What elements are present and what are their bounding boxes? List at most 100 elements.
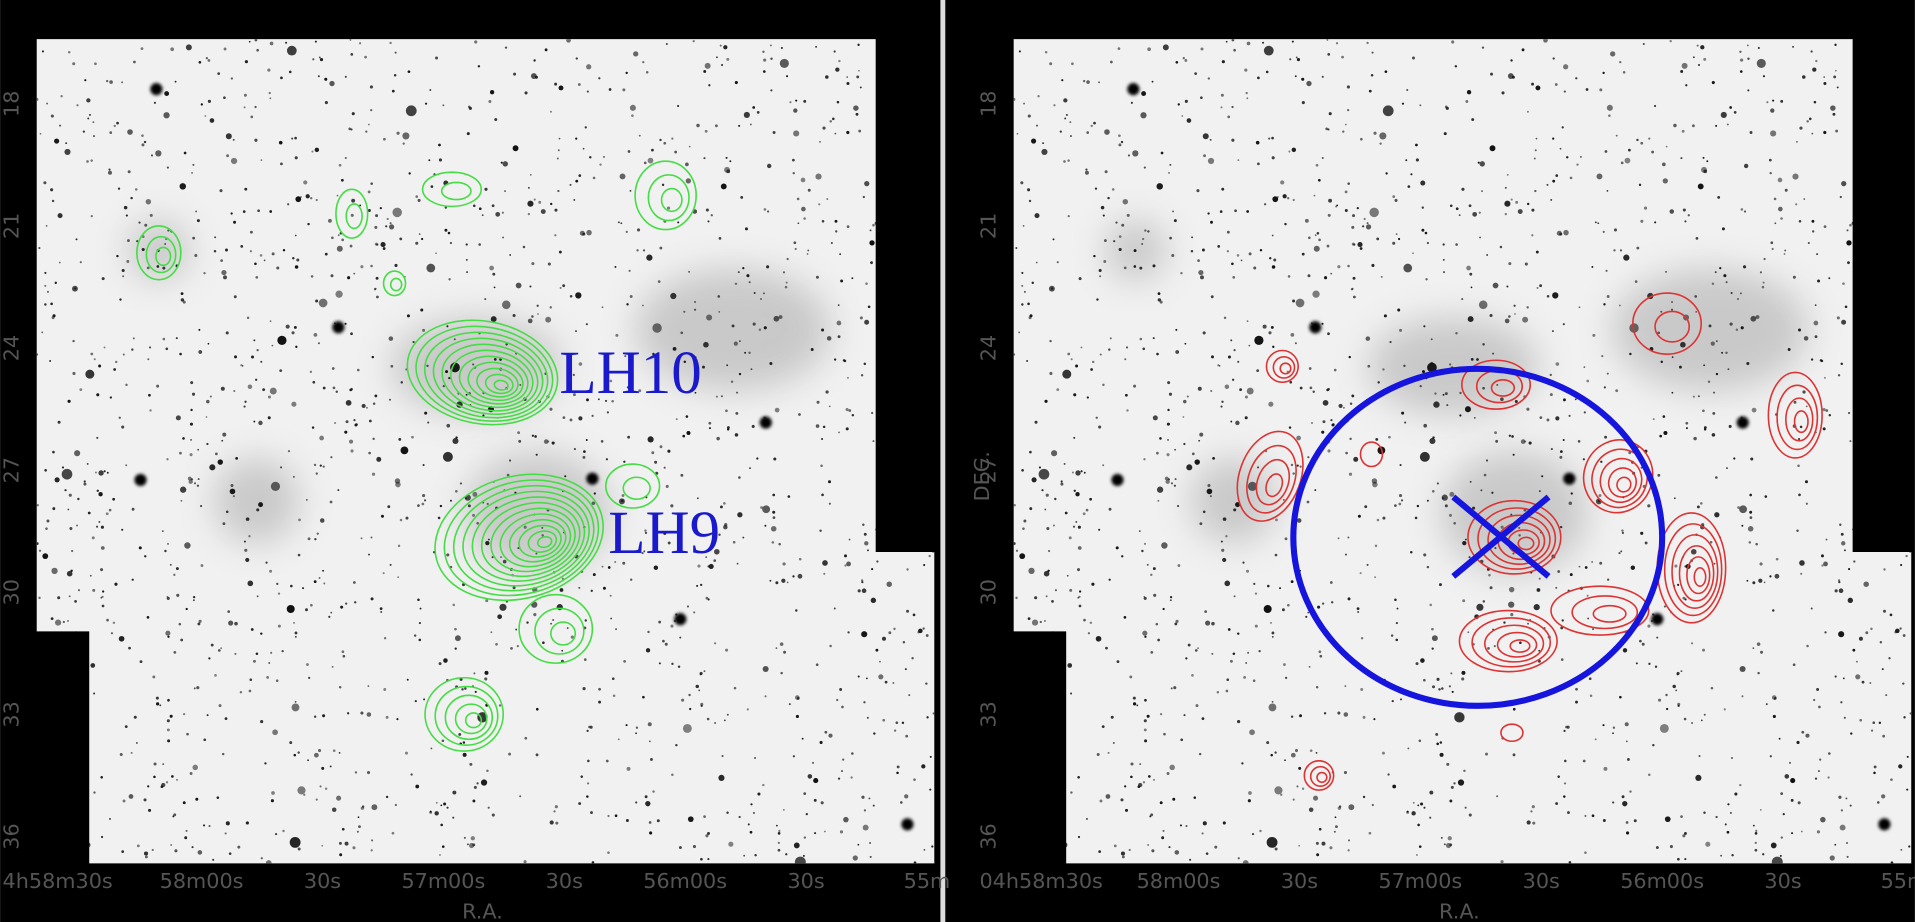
star: [335, 291, 342, 298]
star: [858, 130, 861, 133]
star: [1375, 545, 1377, 547]
bright-star: [760, 416, 772, 428]
star: [1309, 367, 1312, 370]
star: [1429, 791, 1433, 795]
star: [1141, 243, 1143, 245]
star: [868, 305, 871, 308]
star: [339, 842, 342, 845]
star: [1628, 149, 1631, 152]
star: [321, 767, 324, 770]
star: [1663, 431, 1667, 435]
star: [1850, 732, 1852, 734]
star: [1563, 795, 1565, 797]
star: [1416, 662, 1419, 665]
star: [92, 536, 95, 539]
star: [1757, 672, 1759, 674]
y-tick-label: 27: [0, 457, 23, 483]
star: [62, 469, 73, 480]
star: [1449, 492, 1454, 497]
star: [501, 162, 503, 164]
star: [815, 46, 817, 48]
star: [772, 511, 775, 514]
star: [439, 854, 441, 856]
star: [1780, 792, 1783, 795]
star: [1518, 209, 1523, 214]
star: [1752, 408, 1757, 413]
star: [1621, 162, 1624, 165]
star: [1859, 637, 1863, 641]
star: [575, 292, 581, 298]
star: [339, 686, 341, 688]
star: [1268, 331, 1271, 334]
star: [438, 144, 441, 147]
star: [1055, 589, 1057, 591]
star: [133, 61, 136, 64]
star: [1604, 767, 1608, 771]
star: [1121, 224, 1124, 227]
star: [856, 75, 859, 78]
star: [1338, 537, 1340, 539]
star: [1268, 138, 1270, 140]
star: [1883, 610, 1886, 613]
star: [1595, 221, 1597, 223]
star: [1616, 135, 1618, 137]
star: [1480, 489, 1482, 491]
star: [1167, 772, 1170, 775]
star: [371, 804, 377, 810]
star: [1187, 118, 1192, 123]
star: [1327, 245, 1330, 248]
star: [1061, 79, 1063, 81]
star: [192, 393, 195, 396]
star: [1288, 151, 1290, 153]
star: [383, 572, 385, 574]
star: [1203, 511, 1206, 514]
star: [929, 789, 931, 791]
star: [1729, 425, 1732, 428]
star: [285, 42, 287, 44]
star: [541, 527, 543, 529]
star: [1143, 458, 1145, 460]
star: [732, 324, 735, 327]
star: [1307, 501, 1310, 504]
star: [1470, 481, 1472, 483]
star: [1429, 438, 1435, 444]
star: [197, 622, 200, 625]
star: [323, 387, 326, 390]
star: [101, 546, 105, 550]
star: [1599, 562, 1602, 565]
star: [1397, 608, 1399, 610]
star: [793, 241, 796, 244]
star: [1536, 251, 1539, 254]
star: [1099, 269, 1102, 272]
star: [1449, 843, 1452, 846]
star: [1256, 369, 1259, 372]
star: [814, 832, 816, 834]
star: [515, 147, 517, 149]
star: [683, 724, 692, 733]
star: [867, 717, 869, 719]
star: [1818, 770, 1820, 772]
star: [858, 70, 860, 72]
star: [55, 619, 61, 625]
star: [405, 752, 408, 755]
star: [1813, 321, 1818, 326]
corner-label: 04h58m30s: [979, 869, 1102, 893]
star: [688, 816, 694, 822]
star: [1757, 59, 1766, 68]
star: [67, 620, 69, 622]
star: [1677, 858, 1680, 861]
star: [1419, 104, 1421, 106]
star: [586, 230, 591, 235]
star: [666, 485, 669, 488]
star: [534, 198, 536, 200]
star: [693, 845, 696, 848]
star: [1075, 492, 1079, 496]
star: [1013, 504, 1015, 506]
star: [1376, 237, 1379, 240]
star: [402, 132, 409, 139]
star: [780, 672, 782, 674]
star: [206, 443, 208, 445]
star: [1423, 553, 1426, 556]
star: [1123, 199, 1128, 204]
star: [1272, 235, 1274, 237]
